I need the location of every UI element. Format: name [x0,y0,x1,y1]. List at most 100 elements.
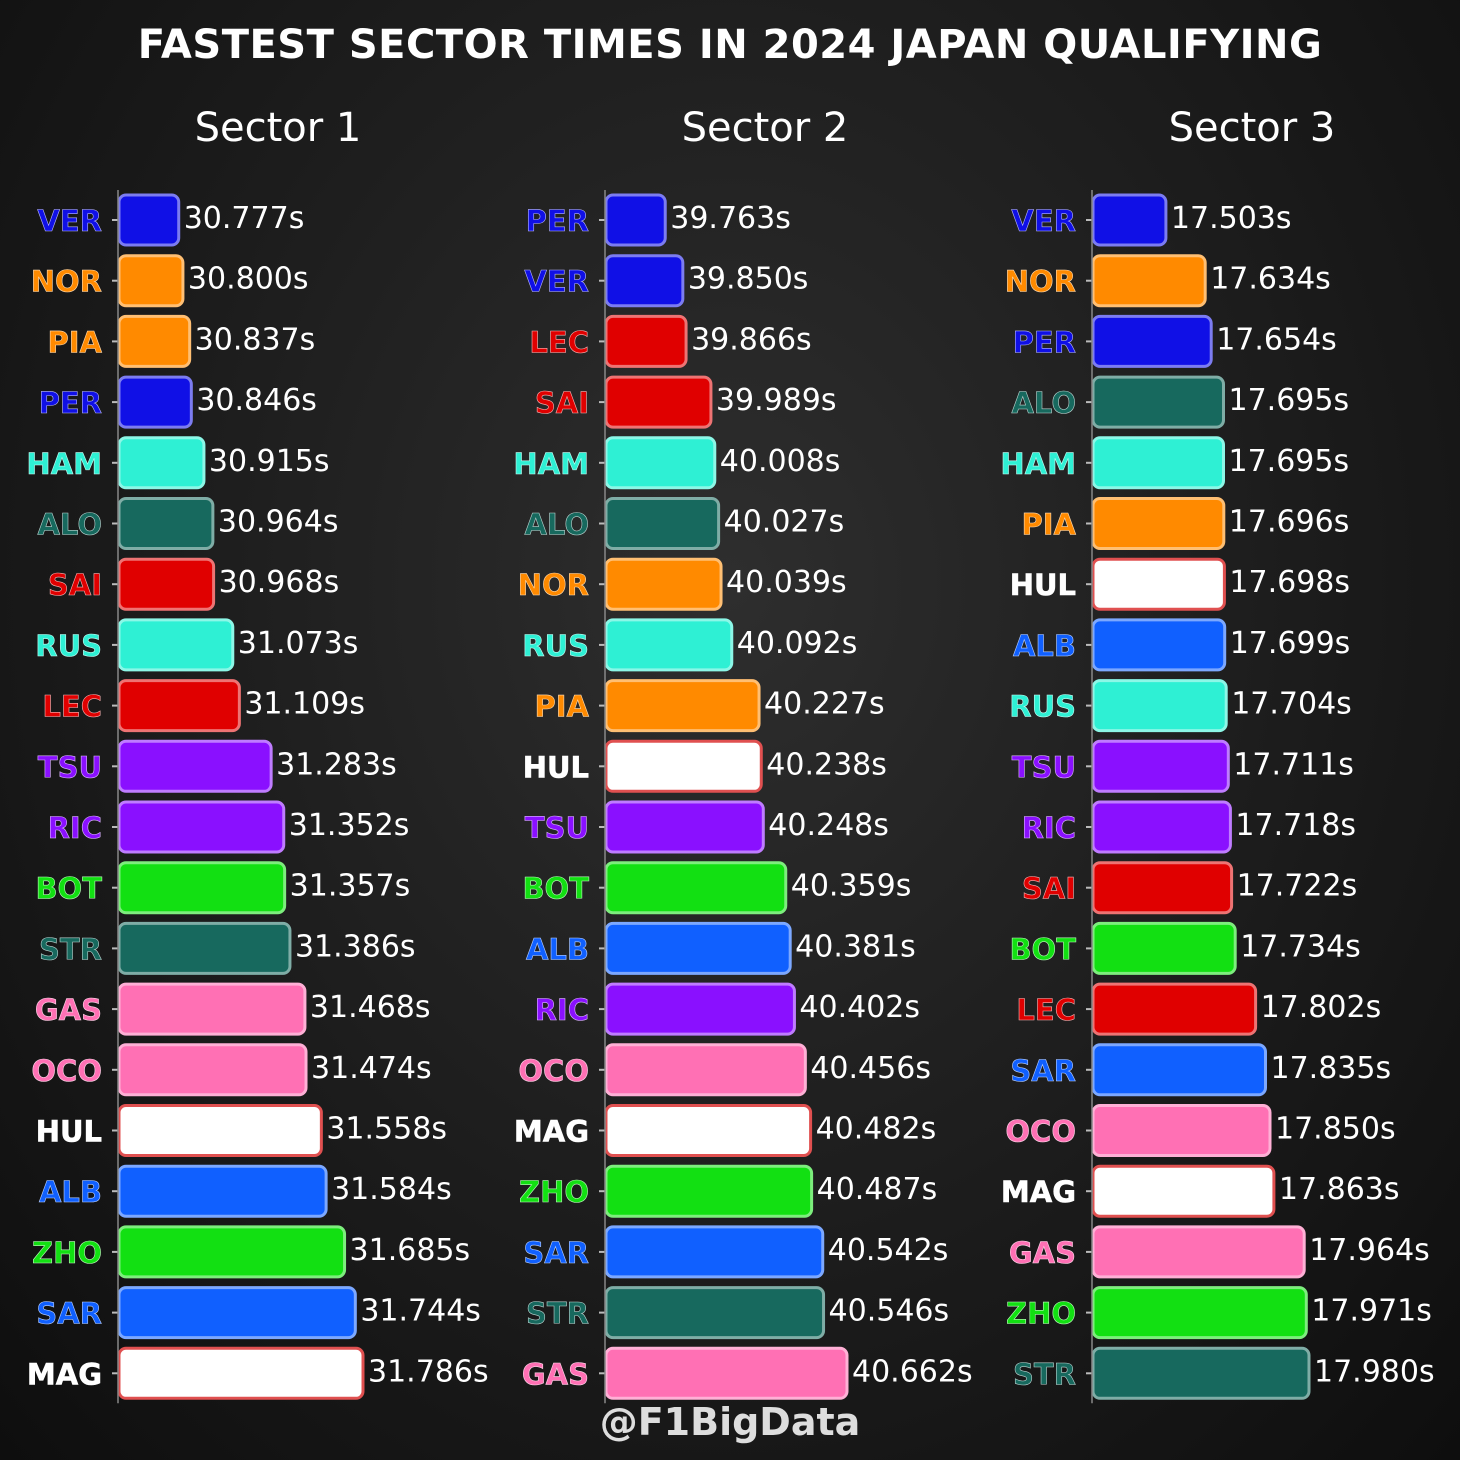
value-label: 40.008s [720,444,841,479]
value-label: 30.968s [219,565,340,600]
driver-label: ZHO [519,1175,589,1209]
value-label: 31.744s [360,1294,481,1329]
value-label: 31.357s [290,869,411,904]
value-label: 17.634s [1210,262,1331,297]
driver-label: OCO [1005,1115,1076,1149]
bar-tsu [117,739,273,793]
value-label: 17.863s [1279,1172,1400,1207]
driver-label: ALO [37,508,102,542]
driver-label: STR [39,932,102,966]
bar-str [117,921,292,975]
driver-label: PER [526,204,589,238]
bar-lec [117,679,241,733]
value-label: 40.039s [726,565,847,600]
bar-alb [1091,618,1227,672]
value-label: 31.386s [295,929,416,964]
driver-label: VER [37,204,102,238]
bar-ver [1091,193,1168,247]
bar-hul [117,1104,323,1157]
driver-label: NOR [1005,265,1076,299]
bar-alb [604,921,792,975]
driver-label: HUL [36,1115,102,1149]
driver-label: GAS [522,1357,589,1391]
value-label: 30.800s [188,262,309,297]
value-label: 31.786s [368,1354,489,1389]
bar-sar [117,1286,357,1340]
value-label: 31.474s [311,1051,432,1086]
driver-label: NOR [518,568,589,602]
bar-sai [604,375,713,429]
value-label: 31.468s [310,990,431,1025]
value-label: 17.696s [1229,505,1350,540]
driver-label: HAM [26,447,102,481]
value-label: 40.482s [816,1112,937,1147]
value-label: 39.866s [691,322,812,357]
value-label: 17.722s [1237,869,1358,904]
bar-ric [1091,800,1232,854]
bar-zho [604,1164,814,1218]
bar-nor [604,557,723,611]
driver-label: OCO [518,1054,589,1088]
value-label: 40.662s [852,1354,973,1389]
driver-label: SAI [535,386,589,420]
value-label: 39.989s [716,383,837,418]
bar-oco [604,1043,807,1097]
bar-bot [117,861,287,915]
value-label: 40.402s [799,990,920,1025]
bar-bot [604,861,788,915]
bar-alo [604,497,721,550]
value-label: 31.109s [244,687,365,722]
bar-rus [117,618,235,672]
bar-alb [117,1164,328,1218]
value-label: 40.546s [829,1294,950,1329]
sector-panel-1: Sector 1 VER 30.777s NOR 30.800s PIA 30.837s PE… [26,105,489,1404]
value-label: 17.971s [1311,1294,1432,1329]
driver-label: ALB [1013,629,1076,663]
value-label: 40.487s [817,1172,938,1207]
value-label: 17.503s [1171,201,1292,236]
value-label: 31.584s [331,1172,452,1207]
bar-zho [117,1225,347,1279]
driver-label: HUL [523,750,589,784]
driver-label: NOR [31,265,102,299]
value-label: 30.777s [184,201,305,236]
driver-label: HAM [513,447,589,481]
sector-panel-3: Sector 3 VER 17.503s NOR 17.634s PER 17.654s AL… [1000,105,1435,1404]
value-label: 17.802s [1261,990,1382,1025]
bar-per [117,375,193,429]
value-label: 17.704s [1231,687,1352,722]
bar-pia [117,314,192,368]
bar-ver [604,254,685,308]
bar-rus [604,618,734,672]
bar-pia [1091,497,1226,550]
value-label: 17.980s [1314,1354,1435,1389]
driver-label: PIA [48,325,103,359]
bar-ham [604,436,717,490]
driver-label: HUL [1010,568,1076,602]
value-label: 39.850s [688,262,809,297]
value-label: 30.837s [195,322,316,357]
driver-label: VER [524,265,589,299]
value-label: 17.734s [1240,929,1361,964]
driver-label: MAG [514,1115,589,1149]
bar-bot [1091,921,1237,975]
value-label: 30.846s [196,383,317,418]
value-label: 17.964s [1309,1233,1430,1268]
bar-zho [1091,1286,1308,1340]
driver-label: RUS [522,629,589,663]
driver-label: ALB [39,1175,102,1209]
bar-sai [117,557,216,611]
bar-gas [1091,1225,1306,1279]
bar-tsu [604,800,765,854]
bar-tsu [1091,739,1230,793]
driver-label: ALB [526,932,589,966]
driver-label: RIC [48,811,102,845]
driver-label: PER [39,386,102,420]
driver-label: LEC [1016,993,1076,1027]
sector-title: Sector 1 [195,105,362,151]
bar-mag [117,1346,365,1400]
value-label: 30.915s [209,444,330,479]
sector-panel-2: Sector 2 PER 39.763s VER 39.850s LEC 39.866s SA… [513,105,973,1404]
value-label: 40.456s [810,1051,931,1086]
